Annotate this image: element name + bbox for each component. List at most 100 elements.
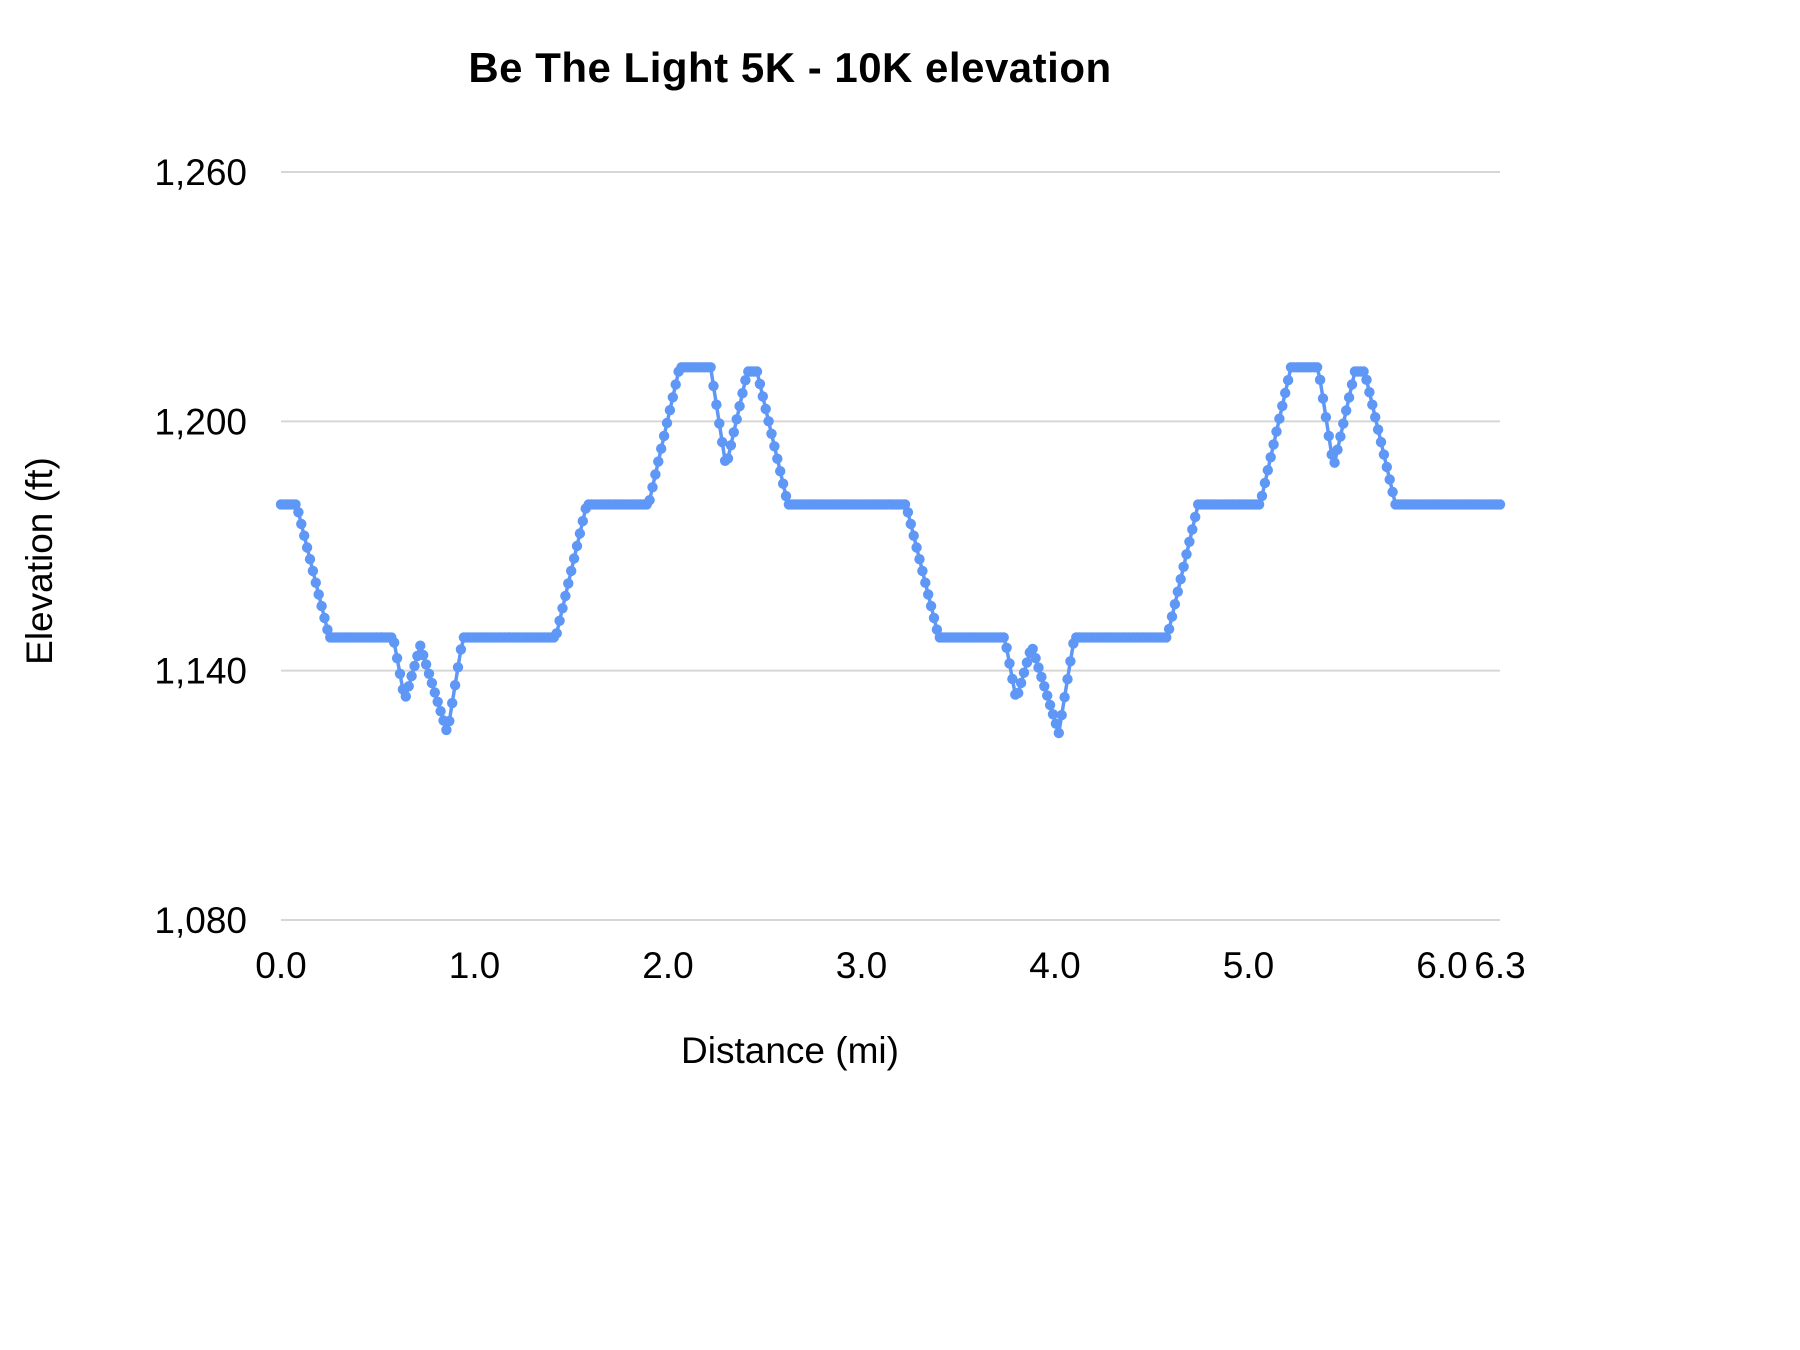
- series-point[interactable]: [418, 649, 429, 661]
- series-point[interactable]: [1314, 374, 1326, 385]
- series-point[interactable]: [1053, 727, 1065, 739]
- series-point[interactable]: [429, 687, 440, 698]
- series-point[interactable]: [1280, 387, 1291, 399]
- series-point[interactable]: [554, 615, 565, 626]
- series-point[interactable]: [290, 499, 301, 510]
- series-point[interactable]: [664, 405, 676, 416]
- series-point[interactable]: [415, 640, 426, 651]
- series-point[interactable]: [1361, 374, 1372, 385]
- series-point[interactable]: [1013, 687, 1024, 699]
- series-point[interactable]: [670, 379, 681, 390]
- series-point[interactable]: [313, 589, 324, 600]
- series-point[interactable]: [772, 453, 783, 464]
- series-point[interactable]: [1175, 574, 1186, 585]
- series-point[interactable]: [400, 691, 411, 702]
- series-point[interactable]: [566, 565, 577, 577]
- series-point[interactable]: [1047, 709, 1059, 720]
- series-point[interactable]: [734, 401, 745, 412]
- series-point[interactable]: [775, 466, 786, 477]
- series-point[interactable]: [717, 436, 728, 448]
- series-point[interactable]: [925, 600, 937, 612]
- series-point[interactable]: [905, 518, 916, 530]
- series-point[interactable]: [571, 540, 583, 552]
- series-point[interactable]: [1042, 690, 1053, 701]
- series-point[interactable]: [1271, 426, 1282, 437]
- series-point[interactable]: [751, 366, 763, 377]
- series-point[interactable]: [1358, 366, 1369, 377]
- series-point[interactable]: [1036, 671, 1047, 683]
- series-point[interactable]: [1059, 692, 1070, 703]
- series-point[interactable]: [647, 482, 658, 493]
- series-point[interactable]: [293, 507, 304, 518]
- series-point[interactable]: [1265, 452, 1276, 463]
- series-point[interactable]: [1018, 667, 1030, 678]
- series-point[interactable]: [923, 589, 934, 600]
- series-point[interactable]: [899, 499, 911, 510]
- series-point[interactable]: [711, 399, 722, 410]
- series-point[interactable]: [740, 375, 751, 386]
- series-point[interactable]: [406, 670, 417, 682]
- series-point[interactable]: [914, 554, 925, 565]
- series-point[interactable]: [1039, 681, 1050, 692]
- series-point[interactable]: [1384, 474, 1395, 485]
- series-point[interactable]: [1161, 632, 1172, 643]
- series-point[interactable]: [1268, 439, 1279, 450]
- series-point[interactable]: [449, 680, 461, 691]
- series-point[interactable]: [1378, 449, 1390, 460]
- series-point[interactable]: [644, 495, 655, 506]
- series-point[interactable]: [391, 653, 403, 664]
- series-point[interactable]: [667, 392, 678, 403]
- series-point[interactable]: [1381, 461, 1393, 473]
- series-point[interactable]: [1172, 586, 1184, 597]
- series-point[interactable]: [563, 578, 574, 589]
- series-point[interactable]: [319, 612, 330, 624]
- series-point[interactable]: [728, 427, 739, 438]
- series-point[interactable]: [574, 528, 586, 539]
- series-point[interactable]: [658, 430, 670, 442]
- series-point[interactable]: [737, 388, 748, 399]
- series-point[interactable]: [653, 456, 664, 467]
- series-point[interactable]: [296, 518, 307, 530]
- series-point[interactable]: [1387, 486, 1398, 498]
- series-point[interactable]: [777, 478, 789, 489]
- series-point[interactable]: [908, 530, 919, 541]
- series-point[interactable]: [714, 418, 725, 429]
- series-point[interactable]: [1166, 611, 1178, 622]
- series-point[interactable]: [435, 706, 446, 717]
- series-point[interactable]: [1169, 599, 1181, 610]
- series-point[interactable]: [1065, 656, 1076, 667]
- series-point[interactable]: [1494, 499, 1506, 510]
- series-point[interactable]: [1282, 375, 1294, 386]
- series-point[interactable]: [902, 507, 914, 518]
- series-point[interactable]: [301, 542, 313, 553]
- series-point[interactable]: [568, 553, 580, 564]
- series-point[interactable]: [299, 530, 310, 541]
- series-point[interactable]: [307, 565, 319, 577]
- series-point[interactable]: [1335, 431, 1346, 442]
- series-point[interactable]: [420, 659, 432, 670]
- series-point[interactable]: [322, 624, 333, 635]
- series-point[interactable]: [656, 443, 667, 454]
- series-point[interactable]: [557, 603, 568, 614]
- series-point[interactable]: [931, 624, 943, 635]
- series-point[interactable]: [1274, 413, 1285, 424]
- series-point[interactable]: [1256, 490, 1268, 502]
- series-point[interactable]: [455, 644, 467, 655]
- series-point[interactable]: [1311, 362, 1323, 373]
- series-point[interactable]: [432, 696, 443, 707]
- series-point[interactable]: [1277, 400, 1288, 412]
- series-point[interactable]: [1338, 418, 1349, 429]
- series-point[interactable]: [661, 417, 673, 429]
- series-point[interactable]: [1323, 430, 1335, 442]
- series-point[interactable]: [403, 681, 414, 692]
- series-point[interactable]: [1372, 424, 1384, 435]
- series-point[interactable]: [760, 403, 771, 415]
- series-point[interactable]: [754, 378, 766, 390]
- series-point[interactable]: [1062, 674, 1073, 685]
- series-point[interactable]: [316, 600, 327, 612]
- series-point[interactable]: [725, 440, 737, 451]
- series-point[interactable]: [1259, 477, 1271, 489]
- series-point[interactable]: [1007, 673, 1018, 685]
- series-point[interactable]: [1343, 392, 1355, 403]
